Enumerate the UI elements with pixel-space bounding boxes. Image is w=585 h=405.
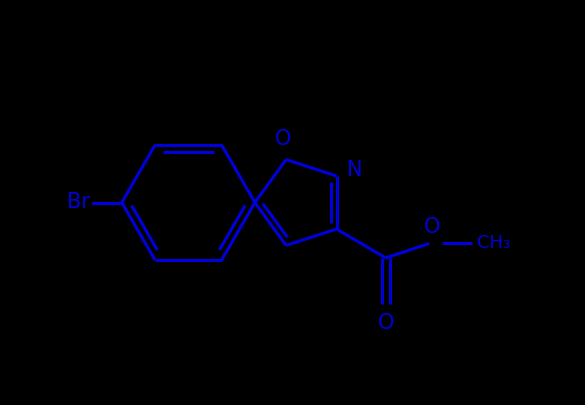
Text: O: O	[275, 129, 291, 149]
Text: O: O	[424, 217, 440, 237]
Text: N: N	[347, 160, 363, 180]
Text: CH₃: CH₃	[477, 234, 510, 252]
Text: O: O	[377, 313, 394, 333]
Text: Br: Br	[67, 192, 90, 213]
